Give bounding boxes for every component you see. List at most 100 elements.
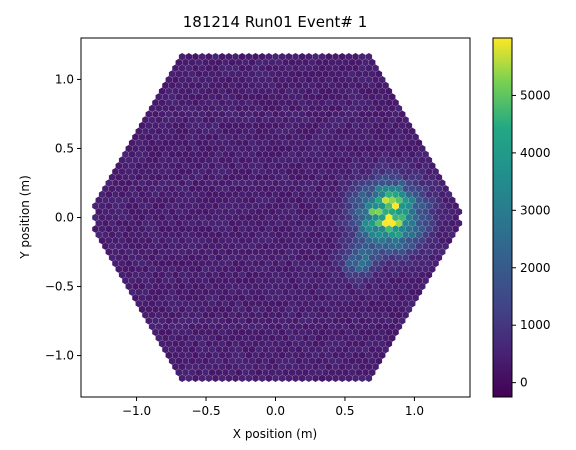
camera-pixel xyxy=(142,162,149,170)
camera-pixel xyxy=(248,322,256,331)
camera-pixel xyxy=(198,351,206,359)
camera-pixel xyxy=(268,299,276,308)
camera-pixel xyxy=(302,173,309,182)
camera-pixel xyxy=(238,328,246,337)
camera-pixel xyxy=(272,167,279,176)
camera-pixel xyxy=(188,173,196,182)
camera-pixel xyxy=(275,253,283,262)
camera-pixel xyxy=(332,213,339,222)
camera-pixel xyxy=(262,70,269,78)
camera-pixel xyxy=(295,127,303,136)
camera-pixel xyxy=(385,167,393,176)
camera-pixel xyxy=(122,219,129,227)
camera-pixel xyxy=(158,110,166,118)
camera-pixel xyxy=(372,248,379,256)
camera-pixel xyxy=(168,70,176,78)
camera-pixel xyxy=(362,322,369,331)
camera-pixel xyxy=(358,110,366,118)
camera-pixel xyxy=(155,196,163,205)
camera-pixel xyxy=(295,311,303,319)
camera-pixel xyxy=(282,322,289,331)
camera-pixel xyxy=(415,288,423,296)
camera-pixel xyxy=(265,53,273,61)
camera-pixel xyxy=(338,202,346,210)
camera-pixel xyxy=(168,242,176,250)
camera-pixel xyxy=(258,190,266,199)
camera-pixel xyxy=(315,139,323,147)
camera-pixel xyxy=(122,196,129,205)
camera-pixel xyxy=(288,70,296,78)
camera-pixel xyxy=(168,265,176,273)
camera-pixel xyxy=(372,317,379,325)
camera-pixel xyxy=(405,213,413,222)
camera-pixel xyxy=(158,305,166,314)
camera-pixel xyxy=(268,253,276,262)
camera-pixel xyxy=(248,334,256,342)
camera-pixel xyxy=(322,288,329,296)
camera-pixel xyxy=(318,305,326,314)
camera-pixel xyxy=(152,110,159,118)
colorbar-frame xyxy=(492,37,513,398)
camera-pixel xyxy=(178,374,186,382)
camera-pixel xyxy=(372,259,379,268)
camera-pixel xyxy=(305,144,313,153)
camera-pixel xyxy=(285,121,293,130)
camera-pixel xyxy=(162,139,169,147)
camera-pixel xyxy=(368,334,376,342)
camera-pixel xyxy=(342,127,349,136)
camera-pixel xyxy=(212,271,219,279)
camera-pixel xyxy=(308,368,316,377)
camera-pixel xyxy=(288,150,296,159)
camera-pixel xyxy=(348,150,356,159)
camera-pixel xyxy=(188,150,196,159)
camera-pixel xyxy=(172,87,179,95)
camera-pixel xyxy=(395,242,403,250)
camera-pixel xyxy=(338,305,346,314)
camera-pixel xyxy=(415,185,423,193)
camera-pixel xyxy=(358,53,366,61)
camera-pixel xyxy=(138,202,146,210)
camera-pixel xyxy=(152,133,159,141)
camera-pixel xyxy=(162,276,169,285)
camera-pixel xyxy=(322,208,329,216)
camera-pixel xyxy=(298,305,306,314)
camera-pixel xyxy=(338,363,346,371)
camera-pixel xyxy=(202,162,209,170)
camera-pixel xyxy=(372,236,379,245)
camera-pixel xyxy=(282,196,289,205)
camera-pixel xyxy=(345,121,353,130)
camera-pixel xyxy=(225,190,233,199)
camera-pixel xyxy=(185,156,193,164)
camera-pixel xyxy=(245,76,253,84)
camera-pixel xyxy=(255,288,263,296)
camera-pixel xyxy=(368,150,376,159)
camera-pixel xyxy=(238,305,246,314)
camera-pixel xyxy=(232,282,239,291)
camera-pixel xyxy=(165,76,173,84)
camera-pixel xyxy=(175,345,183,354)
camera-pixel xyxy=(122,265,129,273)
camera-pixel xyxy=(202,345,209,354)
camera-pixel xyxy=(252,213,259,222)
camera-pixel xyxy=(285,190,293,199)
camera-pixel xyxy=(182,368,189,377)
camera-pixel xyxy=(352,156,359,164)
camera-pixel xyxy=(235,173,243,182)
camera-pixel xyxy=(355,116,363,124)
camera-pixel xyxy=(395,196,403,205)
camera-pixel xyxy=(275,299,283,308)
camera-pixel xyxy=(122,162,129,170)
camera-pixel xyxy=(268,208,276,216)
camera-pixel xyxy=(338,259,346,268)
camera-pixel xyxy=(415,276,423,285)
camera-pixel xyxy=(178,305,186,314)
camera-pixel xyxy=(228,139,236,147)
camera-pixel xyxy=(282,311,289,319)
camera-pixel xyxy=(132,167,139,176)
camera-pixel xyxy=(235,288,243,296)
camera-pixel xyxy=(422,150,429,159)
camera-pixel xyxy=(265,167,273,176)
camera-pixel xyxy=(148,253,156,262)
x-tick-label: −0.5 xyxy=(191,404,220,418)
camera-pixel xyxy=(258,305,266,314)
